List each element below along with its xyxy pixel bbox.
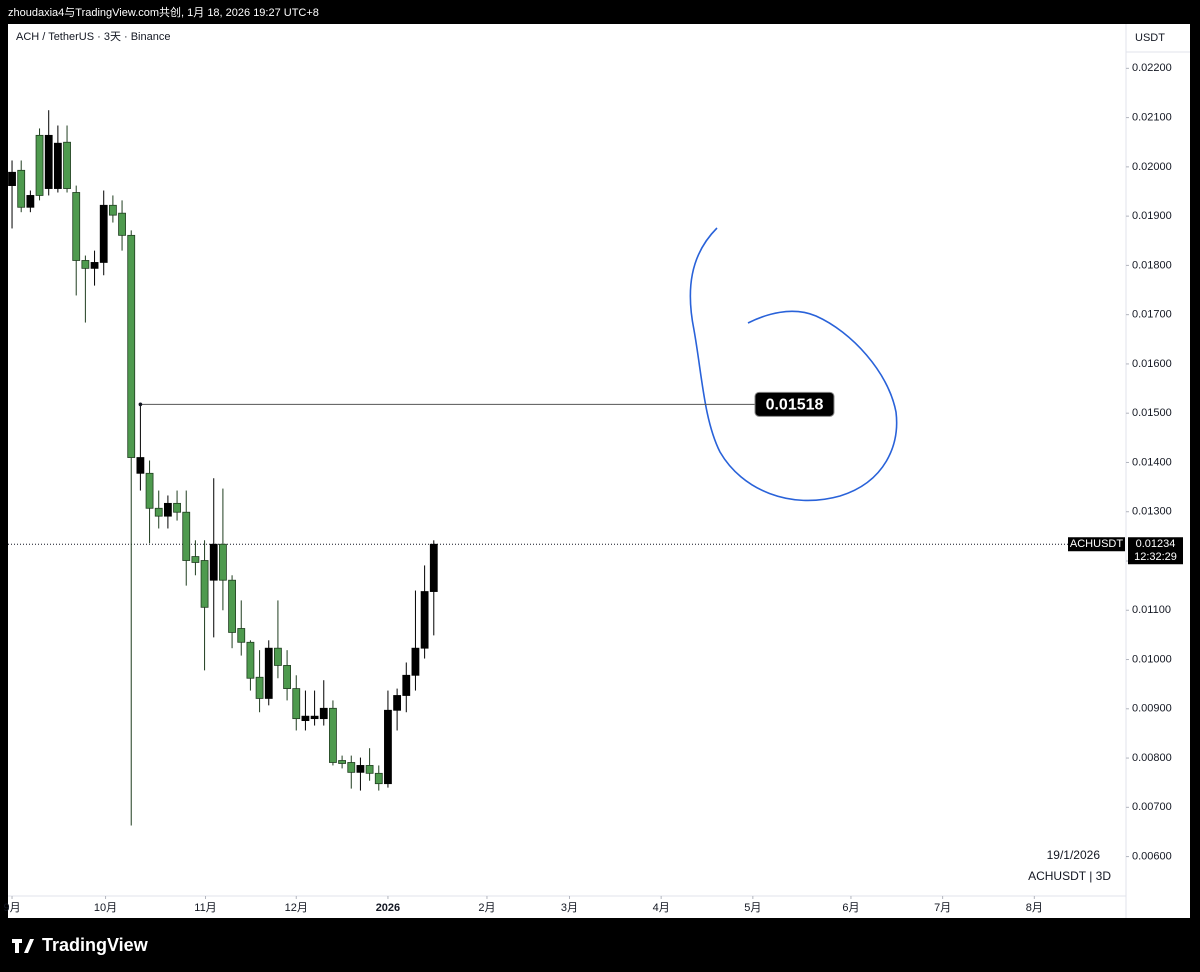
price-tag [1128, 537, 1183, 565]
y-tick-label: 0.00800 [1132, 752, 1172, 764]
y-tick-label: 0.01300 [1132, 506, 1172, 518]
candle-body [237, 628, 246, 643]
candle-body [136, 457, 145, 474]
candle-body [53, 142, 62, 189]
candle-body [292, 688, 301, 720]
candle-body [264, 647, 273, 699]
footer: TradingView [12, 935, 149, 955]
candle-body [63, 141, 71, 189]
plot [8, 110, 1126, 826]
candle-body [374, 772, 383, 785]
y-tick-label: 0.02200 [1132, 62, 1172, 74]
candle-body [420, 591, 429, 649]
candle-body [35, 134, 44, 196]
candle-body [274, 647, 282, 666]
y-tick-label: 0.01500 [1132, 407, 1172, 419]
y-tick-label: 0.01800 [1132, 259, 1172, 271]
candle-body [228, 579, 236, 633]
brand: TradingView [42, 935, 149, 955]
x-tick-label: 6月 [842, 902, 859, 914]
candle-body [347, 762, 356, 773]
price-tag-label: 0.01234 [1136, 538, 1176, 550]
y-unit: USDT [1135, 32, 1165, 44]
candle-body [319, 707, 328, 720]
candle-body [338, 760, 346, 764]
symbol-tag-label: ACHUSDT [1070, 538, 1123, 550]
chart-panel [8, 24, 1190, 918]
candle-body [393, 695, 402, 711]
x-tick-label: 4月 [653, 902, 670, 914]
candle-body [26, 195, 35, 208]
y-tick-label: 0.01100 [1132, 604, 1171, 616]
y-tick-label: 0.01600 [1132, 358, 1172, 370]
candle-body [200, 560, 209, 608]
y-tick-label: 0.02100 [1132, 112, 1172, 124]
candle-body [154, 507, 163, 517]
candle-body [145, 472, 154, 509]
x-tick-label: 7月 [934, 902, 951, 914]
candle-body [108, 204, 117, 216]
y-tick-label: 0.01700 [1132, 309, 1172, 321]
x-tick-label: 11月 [194, 902, 216, 914]
price-countdown: 12:32:29 [1134, 551, 1177, 563]
x-tick-label: 5月 [744, 902, 761, 914]
watermark: zhoudaxia4与TradingView.com共创, 1月 18, 202… [8, 6, 319, 19]
annotation-label: 0.01518 [766, 397, 824, 414]
candle-body [173, 502, 181, 513]
x-tick-label: 3月 [561, 902, 578, 914]
x-tick-label: 2月 [478, 902, 495, 914]
candle-body [411, 647, 420, 676]
candle-body [81, 260, 90, 269]
candle-body [44, 134, 53, 189]
candle-body [72, 192, 81, 261]
candle-body [429, 543, 438, 592]
y-tick-label: 0.00900 [1132, 703, 1172, 715]
candle-body [182, 511, 191, 561]
x-tick-label: 12月 [285, 902, 308, 914]
candle-body [17, 169, 26, 208]
candle-body [8, 171, 16, 186]
candle-body [310, 715, 319, 720]
candle-body [301, 715, 310, 722]
x-tick-label: 9月 [3, 902, 20, 914]
y-tick-label: 0.01400 [1132, 456, 1172, 468]
y-tick-label: 0.00700 [1132, 801, 1172, 813]
candle-body [219, 543, 227, 581]
candle-body [246, 641, 255, 679]
candle-body [255, 676, 264, 699]
candle-body [329, 707, 337, 763]
candle-body [99, 204, 108, 263]
candle-body [127, 234, 136, 458]
annotation-box [754, 391, 835, 417]
candle-body [356, 765, 365, 773]
x-tick-label: 10月 [94, 902, 117, 914]
symbol-label: ACHUSDT | 3D [1028, 869, 1111, 883]
date-label: 19/1/2026 [1047, 848, 1101, 862]
candle-body [402, 674, 411, 696]
candle-body [90, 262, 99, 269]
x-tick-label: 8月 [1026, 902, 1043, 914]
candle-body [365, 765, 374, 774]
y-tick-label: 0.01000 [1132, 653, 1172, 665]
chart-title: ACH / TetherUS · 3天 · Binance [16, 31, 170, 43]
y-tick-label: 0.01900 [1132, 210, 1172, 222]
y-tick-label: 0.02000 [1132, 161, 1172, 173]
annotation-anchor [138, 402, 143, 407]
candle-body [209, 543, 218, 581]
candle-body [118, 212, 126, 236]
y-tick-label: 0.00600 [1132, 850, 1172, 862]
candle-body [283, 665, 291, 689]
candle-body [384, 709, 392, 785]
symbol-tag [1068, 537, 1125, 552]
candle-body [163, 502, 172, 517]
hand-drawn-six [689, 227, 898, 502]
x-tick-label: 2026 [376, 902, 400, 914]
candle-body [191, 556, 200, 563]
brand-logo [12, 939, 34, 953]
